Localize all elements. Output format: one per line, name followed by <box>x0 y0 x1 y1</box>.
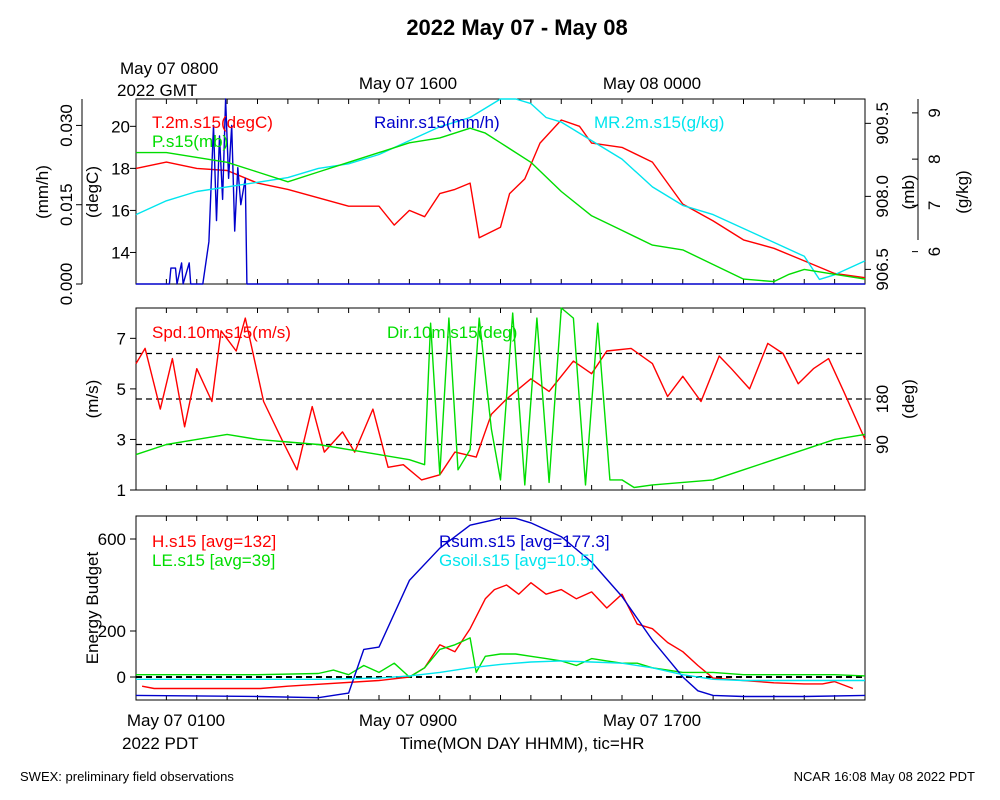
top-panel-content: 0.000 0.015 0.030 14 16 18 20 906.5 908.0 909.5 6 7… <box>57 98 944 306</box>
legend-rain: Rainr.s15(mm/h) <box>374 113 500 132</box>
bottom-panel: 0 200 600 <box>98 515 866 701</box>
press-tick-label: 909.5 <box>873 102 892 145</box>
bottom-series-2-line <box>135 517 866 699</box>
energy-tick-label: 200 <box>98 622 126 641</box>
rain-tick-label: 0.030 <box>57 104 76 147</box>
legend-pressure: P.s15(mb) <box>152 132 228 151</box>
bottom-time-label-3: May 07 1700 <box>603 711 701 730</box>
top-time-label-1a: May 07 0800 <box>120 59 218 78</box>
chart-title: 2022 May 07 - May 08 <box>406 15 627 40</box>
temp-tick-label: 18 <box>111 159 130 178</box>
middle-panel: 1 3 5 7 90 180 <box>117 307 892 500</box>
top-series-1-line <box>136 98 865 285</box>
energy-tick-label: 600 <box>98 530 126 549</box>
energy-axis-label: Energy Budget <box>83 551 102 664</box>
legend-sensible-heat: H.s15 [avg=132] <box>152 532 276 551</box>
top-series-2-line <box>135 98 866 281</box>
rain-tick-label: 0.000 <box>57 263 76 306</box>
temp-tick-label: 14 <box>111 243 130 262</box>
speed-tick-label: 7 <box>117 329 126 348</box>
speed-tick-label: 1 <box>117 481 126 500</box>
x-axis-title: Time(MON DAY HHMM), tic=HR <box>400 734 645 753</box>
rain-tick-label: 0.015 <box>57 183 76 226</box>
bottom-series-1-line <box>136 637 866 678</box>
top-series-3-line <box>136 127 866 283</box>
dir-tick-label: 90 <box>873 435 892 454</box>
legend-wind-direction: Dir.10m.s15(deg) <box>387 323 517 342</box>
dir-tick-label: 180 <box>873 385 892 413</box>
press-tick-label: 908.0 <box>873 175 892 218</box>
mr-tick-label: 6 <box>925 247 944 256</box>
top-time-label-3: May 08 0000 <box>603 74 701 93</box>
legend-radiation-sum: Rsum.s15 [avg=177.3] <box>439 532 610 551</box>
temp-tick-label: 16 <box>111 201 130 220</box>
legend-soil-heat: Gsoil.s15 [avg=10.5] <box>439 551 594 570</box>
press-tick-label: 906.5 <box>873 248 892 291</box>
bottom-series-3-line <box>136 660 865 682</box>
top-time-label-1b: 2022 GMT <box>117 81 197 100</box>
mr-tick-label: 9 <box>925 108 944 117</box>
footer-right: NCAR 16:08 May 08 2022 PDT <box>794 769 975 784</box>
temp-tick-label: 20 <box>111 117 130 136</box>
bottom-time-label-1b: 2022 PDT <box>122 734 199 753</box>
mr-tick-label: 7 <box>925 201 944 210</box>
top-time-label-2: May 07 1600 <box>359 74 457 93</box>
mr-tick-label: 8 <box>925 154 944 163</box>
middle-panel-content: 1 3 5 7 90 180 <box>117 307 892 500</box>
legend-mixing-ratio: MR.2m.s15(g/kg) <box>594 113 724 132</box>
temp-axis-label: (degC) <box>83 166 102 218</box>
legend-latent-heat: LE.s15 [avg=39] <box>152 551 275 570</box>
speed-tick-label: 3 <box>117 430 126 449</box>
top-series-0-line <box>135 119 866 279</box>
bottom-time-label-2: May 07 0900 <box>359 711 457 730</box>
legend-temperature: T.2m.s15(degC) <box>152 113 273 132</box>
speed-axis-label: (m/s) <box>83 380 102 419</box>
speed-tick-label: 5 <box>117 380 126 399</box>
mixing-ratio-axis-label: (g/kg) <box>953 170 972 213</box>
legend-wind-speed: Spd.10m.s15(m/s) <box>152 323 291 342</box>
energy-tick-label: 0 <box>117 668 126 687</box>
direction-axis-label: (deg) <box>899 379 918 419</box>
rain-axis-label: (mm/h) <box>33 165 52 219</box>
middle-series-0-line <box>135 317 866 481</box>
footer-left: SWEX: preliminary field observations <box>20 769 234 784</box>
pressure-axis-label: (mb) <box>899 175 918 210</box>
top-panel: 0.000 0.015 0.030 14 16 18 20 906.5 908.0 909.5 6 7… <box>57 98 944 306</box>
bottom-time-label-1a: May 07 0100 <box>127 711 225 730</box>
bottom-panel-content: 0 200 600 <box>98 516 866 700</box>
middle-series-1-line <box>135 307 866 489</box>
